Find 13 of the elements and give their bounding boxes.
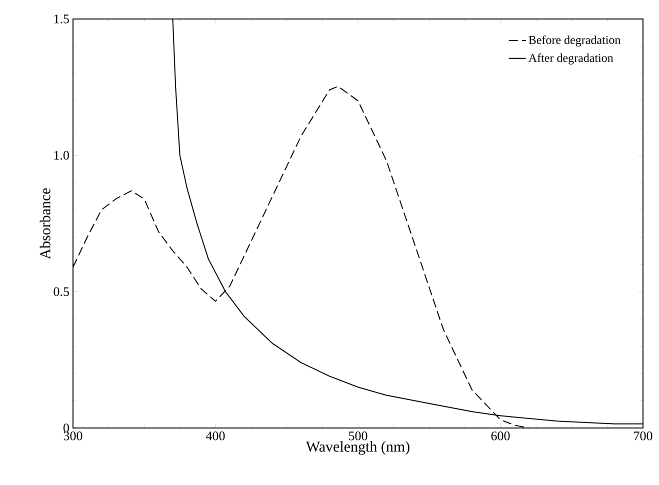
x-tick-label: 300 [64,432,82,440]
x-axis-title: Wavelength (nm) [306,441,410,455]
legend-label: After degradation [528,53,614,64]
legend-label: Before degradation [528,35,621,47]
y-tick-label: 1.5 [54,14,69,24]
y-axis-title: Absorbance [40,188,50,260]
x-tick-label: 700 [634,432,652,440]
y-tick-label: 0 [63,424,69,432]
y-tick-label: 0.5 [54,287,69,296]
x-tick-label: 400 [206,432,225,440]
x-tick-label: 600 [491,432,510,440]
x-tick-label: 500 [349,432,368,440]
y-tick-label: 1.0 [54,150,69,160]
